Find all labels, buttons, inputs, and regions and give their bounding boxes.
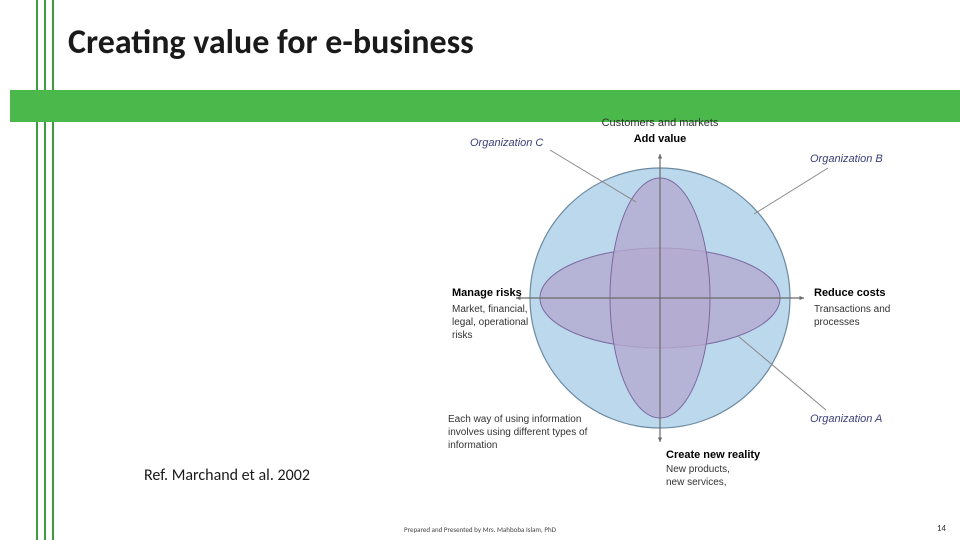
rail — [52, 0, 54, 540]
footer-credit: Prepared and Presented by Mrs. Mahboba I… — [0, 525, 960, 534]
svg-text:Organization C: Organization C — [470, 137, 543, 149]
reference-text: Ref. Marchand et al. 2002 — [144, 466, 310, 485]
svg-text:Reduce costs: Reduce costs — [814, 287, 886, 299]
svg-text:Create new reality: Create new reality — [666, 449, 761, 461]
svg-text:Transactions and: Transactions and — [814, 304, 890, 315]
value-diagram: Customers and markets Add value Reduce cos… — [400, 108, 920, 488]
svg-text:Organization B: Organization B — [810, 153, 883, 165]
svg-text:Each way of using information: Each way of using information — [448, 414, 581, 425]
page-title: Creating value for e-business — [68, 22, 474, 63]
svg-text:Market, financial,: Market, financial, — [452, 304, 528, 315]
svg-text:Add value: Add value — [634, 133, 687, 145]
rail — [36, 0, 38, 540]
svg-text:involves using different types: involves using different types of — [448, 427, 588, 438]
svg-text:new services,: new services, — [666, 477, 727, 488]
svg-text:Manage risks: Manage risks — [452, 287, 522, 299]
page-number: 14 — [937, 523, 946, 534]
svg-text:Customers and markets: Customers and markets — [602, 117, 719, 129]
svg-text:risks: risks — [452, 330, 473, 341]
svg-text:New products,: New products, — [666, 464, 730, 475]
svg-text:legal, operational: legal, operational — [452, 317, 528, 328]
rail — [44, 0, 46, 540]
svg-text:Organization A: Organization A — [810, 413, 882, 425]
svg-text:information: information — [448, 440, 497, 451]
slide: Creating value for e-business Customers … — [0, 0, 960, 540]
left-rails — [36, 0, 54, 540]
svg-text:processes: processes — [814, 317, 860, 328]
diagram-svg: Customers and markets Add value Reduce cos… — [400, 108, 920, 488]
